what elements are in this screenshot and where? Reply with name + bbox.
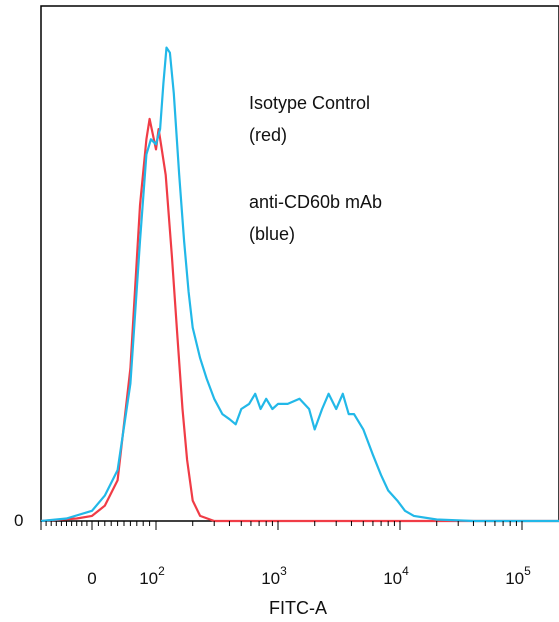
annotation-isotype-line-2: (red) bbox=[249, 125, 287, 145]
series-line-anti-cd60b bbox=[40, 46, 559, 523]
annotation-isotype: Isotype Control (red) bbox=[249, 93, 370, 145]
x-tick-label-4: 105 bbox=[505, 564, 531, 588]
x-tick-label-1: 102 bbox=[139, 564, 165, 588]
annotation-antibody: anti-CD60b mAb (blue) bbox=[249, 192, 382, 244]
annotation-isotype-line-1: Isotype Control bbox=[249, 93, 370, 113]
series-layer bbox=[40, 46, 559, 523]
x-axis: 0 102 103 104 105 bbox=[40, 521, 531, 588]
plot-frame bbox=[40, 5, 559, 522]
series-line-isotype-control bbox=[40, 117, 559, 523]
x-tick-label-0: 0 bbox=[87, 569, 96, 588]
x-axis-label: FITC-A bbox=[269, 598, 327, 618]
annotation-antibody-line-2: (blue) bbox=[249, 224, 295, 244]
y-tick-label-0: 0 bbox=[14, 511, 23, 530]
annotation-antibody-line-1: anti-CD60b mAb bbox=[249, 192, 382, 212]
x-tick-label-2: 103 bbox=[261, 564, 287, 588]
x-tick-label-3: 104 bbox=[383, 564, 409, 588]
